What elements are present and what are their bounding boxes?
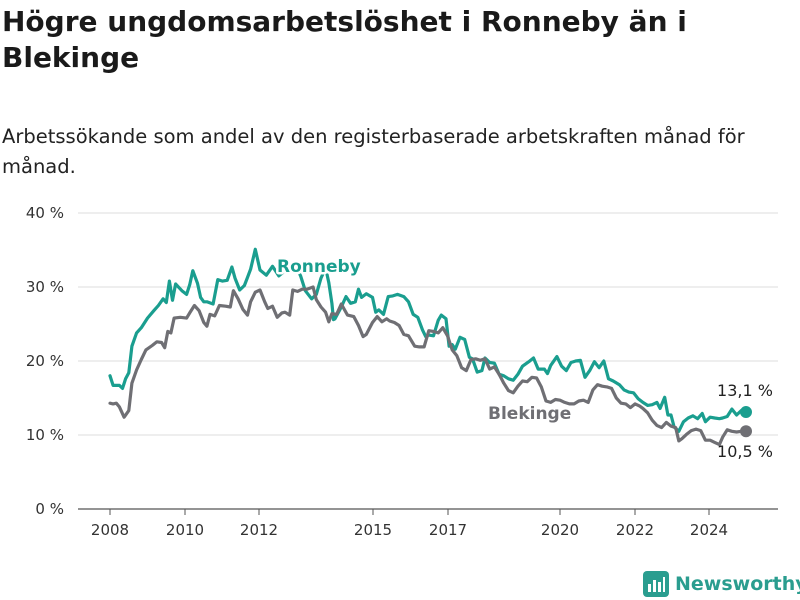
series-line-blekinge (108, 285, 748, 447)
x-tick-label: 2017 (429, 521, 467, 539)
x-tick-label: 2024 (690, 521, 728, 539)
series-lines (108, 247, 752, 447)
y-tick-label: 20 % (26, 352, 64, 370)
x-axis: 2008 2010 2012 2015 2017 2020 2022 2024 (91, 509, 728, 539)
end-label-ronneby: 13,1 % (717, 381, 773, 400)
series-name-ronneby: Ronneby (277, 257, 361, 277)
chart-subtitle: Arbetssökande som andel av den registerb… (2, 125, 745, 178)
x-tick-label: 2022 (616, 521, 654, 539)
x-tick-label: 2015 (354, 521, 392, 539)
brand-name: Newsworthy (675, 573, 800, 595)
y-tick-label: 30 % (26, 278, 64, 296)
y-tick-label: 10 % (26, 426, 64, 444)
x-tick-label: 2012 (240, 521, 278, 539)
end-label-blekinge: 10,5 % (717, 442, 773, 461)
x-tick-label: 2020 (541, 521, 579, 539)
end-point-blekinge (740, 425, 752, 438)
y-axis: 0 % 10 % 20 % 30 % 40 % (26, 204, 64, 518)
x-tick-label: 2008 (91, 521, 129, 539)
x-tick-label: 2010 (166, 521, 204, 539)
newsworthy-logo: Newsworthy (643, 569, 800, 599)
y-tick-label: 0 % (35, 500, 64, 518)
gridlines (78, 212, 778, 510)
series-line-ronneby (108, 247, 748, 433)
series-name-blekinge: Blekinge (488, 404, 571, 424)
chart-title: Högre ungdomsarbetslöshet i Ronneby än i… (2, 5, 687, 74)
y-tick-label: 40 % (26, 204, 64, 222)
newsworthy-logo-icon (643, 571, 669, 597)
end-point-ronneby (740, 406, 752, 419)
series-labels: Ronneby Blekinge 13,1 % 10,5 % (275, 255, 773, 462)
